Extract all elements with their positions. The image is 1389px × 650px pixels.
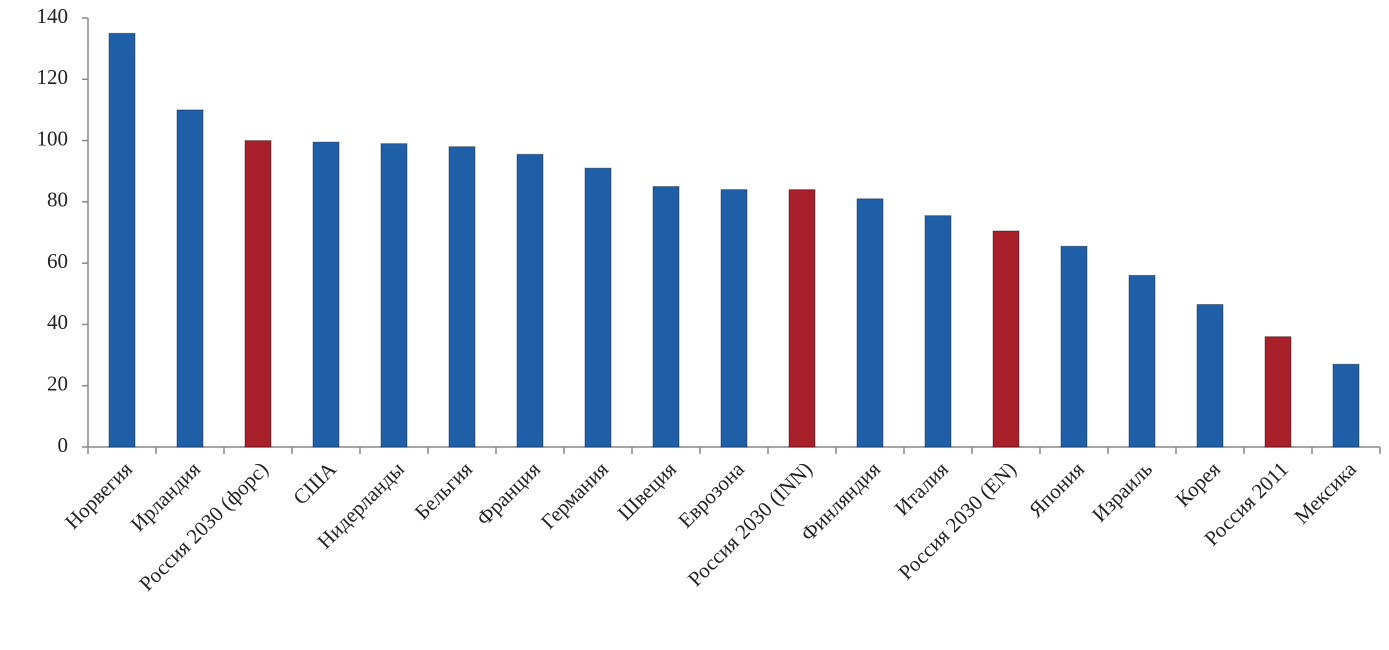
bar bbox=[108, 32, 136, 448]
y-tick-label: 60 bbox=[47, 249, 68, 273]
bar bbox=[1060, 245, 1088, 448]
x-tick-label: Германия bbox=[536, 457, 613, 534]
bar bbox=[380, 143, 408, 448]
x-tick-label: Корея bbox=[1171, 457, 1226, 512]
x-tick-label: Бельгия bbox=[410, 457, 477, 524]
x-tick-label: Россия 2030 (форс) bbox=[134, 457, 273, 596]
x-tick-label: Швеция bbox=[613, 457, 681, 525]
bar bbox=[176, 109, 204, 448]
bar bbox=[584, 167, 612, 448]
x-tick-label: Япония bbox=[1024, 457, 1089, 522]
bar bbox=[924, 215, 952, 448]
bar bbox=[1196, 304, 1224, 448]
bar bbox=[992, 230, 1020, 448]
y-tick-label: 100 bbox=[37, 126, 69, 150]
bar bbox=[856, 198, 884, 448]
bar bbox=[244, 140, 272, 448]
y-tick-label: 120 bbox=[37, 65, 69, 89]
y-tick-label: 20 bbox=[47, 372, 68, 396]
bar bbox=[312, 141, 340, 448]
y-tick-label: 140 bbox=[37, 4, 69, 28]
bar bbox=[448, 146, 476, 448]
bar bbox=[652, 186, 680, 448]
x-tick-label: Норвегия bbox=[60, 457, 137, 534]
y-tick-label: 40 bbox=[47, 310, 68, 334]
bar bbox=[788, 189, 816, 448]
bar bbox=[1332, 363, 1360, 448]
bar bbox=[1128, 274, 1156, 448]
x-tick-label: Россия 2030 (INN) bbox=[683, 457, 817, 591]
x-tick-label: Франция bbox=[472, 457, 546, 531]
x-tick-label: Италия bbox=[890, 457, 954, 521]
y-tick-label: 0 bbox=[58, 433, 69, 457]
bar bbox=[516, 153, 544, 448]
bar bbox=[1264, 336, 1292, 448]
x-tick-label: США bbox=[288, 456, 341, 509]
bar bbox=[720, 189, 748, 448]
x-tick-label: Мексика bbox=[1289, 456, 1361, 528]
x-tick-label: Россия 2030 (EN) bbox=[894, 457, 1021, 584]
x-tick-label: Израиль bbox=[1087, 457, 1157, 527]
y-tick-label: 80 bbox=[47, 188, 68, 212]
